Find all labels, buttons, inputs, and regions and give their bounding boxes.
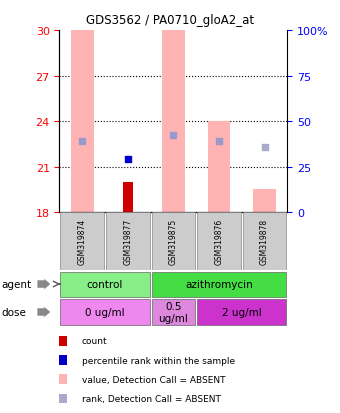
Bar xyxy=(123,183,133,213)
Bar xyxy=(243,213,286,271)
Bar xyxy=(253,190,276,213)
Text: value, Detection Call = ABSENT: value, Detection Call = ABSENT xyxy=(82,375,225,384)
Text: count: count xyxy=(82,337,107,346)
Text: 0 ug/ml: 0 ug/ml xyxy=(85,307,125,317)
Text: dose: dose xyxy=(2,307,27,317)
Text: control: control xyxy=(87,279,123,290)
Point xyxy=(216,138,222,145)
Text: azithromycin: azithromycin xyxy=(185,279,253,290)
Bar xyxy=(152,213,195,271)
Point xyxy=(125,157,131,163)
Text: percentile rank within the sample: percentile rank within the sample xyxy=(82,356,235,365)
Point xyxy=(171,132,176,139)
Text: GSM319876: GSM319876 xyxy=(215,218,223,265)
Text: GSM319875: GSM319875 xyxy=(169,218,178,265)
Bar xyxy=(197,213,241,271)
Bar xyxy=(61,272,150,297)
Text: GSM319878: GSM319878 xyxy=(260,218,269,265)
Bar xyxy=(71,31,94,213)
Text: 0.5
ug/ml: 0.5 ug/ml xyxy=(158,301,188,323)
Bar xyxy=(207,122,231,213)
Text: rank, Detection Call = ABSENT: rank, Detection Call = ABSENT xyxy=(82,394,220,403)
Text: agent: agent xyxy=(2,279,32,290)
Bar xyxy=(61,299,150,325)
Bar xyxy=(106,213,150,271)
Text: 2 ug/ml: 2 ug/ml xyxy=(222,307,261,317)
Bar xyxy=(197,299,286,325)
Text: GDS3562 / PA0710_gloA2_at: GDS3562 / PA0710_gloA2_at xyxy=(86,14,254,27)
Text: GSM319874: GSM319874 xyxy=(78,218,87,265)
Bar xyxy=(162,31,185,213)
Text: GSM319877: GSM319877 xyxy=(123,218,132,265)
Bar xyxy=(152,272,286,297)
Bar xyxy=(61,213,104,271)
Point xyxy=(80,138,85,145)
Point xyxy=(262,144,267,151)
Bar xyxy=(152,299,195,325)
